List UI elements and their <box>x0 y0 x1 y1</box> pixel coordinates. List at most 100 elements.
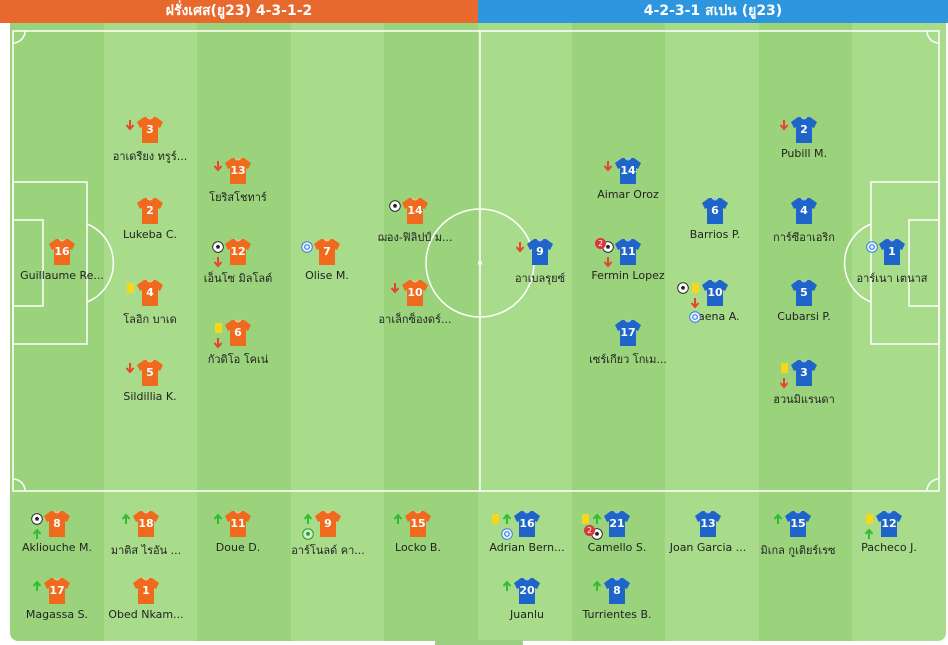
player-name: Pubill M. <box>780 147 828 160</box>
yellow-card-icon <box>124 282 136 294</box>
jersey-number: 17 <box>620 326 636 339</box>
jersey-number: 7 <box>323 245 331 258</box>
away-starter-player[interactable]: 6 Barrios P. <box>660 197 770 241</box>
home-substitute-player[interactable]: 8 Akliouche M. <box>2 510 112 554</box>
away-starter-player[interactable]: 17 เซร์เกียว โกเม... <box>573 319 683 368</box>
jersey-number: 6 <box>234 326 242 339</box>
sub-out-arrow-icon <box>778 377 790 389</box>
jersey-number: 15 <box>410 517 426 530</box>
player-name: Aimar Oroz <box>597 188 659 201</box>
away-starter-player[interactable]: 4 การ์ซีอาเอริก <box>749 197 859 246</box>
jersey-icon: 10 <box>702 279 728 307</box>
home-substitute-player[interactable]: 18 มาติส ไรอัน ... <box>91 510 201 559</box>
player-name: Barrios P. <box>689 228 741 241</box>
home-substitute-player[interactable]: 9 อาร์โนลด์ คา... <box>273 510 383 559</box>
player-name: โยริสโชทาร์ <box>209 191 267 204</box>
away-starter-player[interactable]: 1 อาร์เนา เตนาส <box>837 238 947 287</box>
home-starter-player[interactable]: 7 Olise M. <box>272 238 382 282</box>
sub-in-arrow-icon <box>31 580 43 592</box>
jersey-number: 6 <box>711 204 719 217</box>
jersey-number: 15 <box>790 517 806 530</box>
center-spot <box>478 261 482 265</box>
jersey-number: 21 <box>609 517 625 530</box>
jersey-number: 12 <box>881 517 897 530</box>
sub-in-arrow-icon <box>591 580 603 592</box>
sub-out-arrow-icon <box>602 256 614 268</box>
jersey-number: 9 <box>536 245 544 258</box>
away-substitute-player[interactable]: 16 Adrian Bern... <box>472 510 582 554</box>
jersey-number: 14 <box>620 164 636 177</box>
away-starter-player[interactable]: 10 Baena A. <box>660 279 770 323</box>
home-starter-player[interactable]: 4 โลอิก บาเด <box>95 279 205 328</box>
jersey-icon: 18 <box>133 510 159 538</box>
assist-icon <box>866 241 878 253</box>
player-name: เซร์เกียว โกเม... <box>589 353 667 366</box>
away-substitute-player[interactable]: 13 Joan Garcia ... <box>653 510 763 554</box>
player-name: มาติส ไรอัน ... <box>110 544 182 557</box>
away-goal-box <box>908 219 940 307</box>
jersey-number: 3 <box>146 123 154 136</box>
home-team-header: ฝรั่งเศส(ยู23) 4-3-1-2 <box>0 0 478 23</box>
away-starter-player[interactable]: 9 อาเบลรุยซ์ <box>485 238 595 287</box>
sub-in-arrow-icon <box>501 513 513 525</box>
home-starter-player[interactable]: 5 Sildillia K. <box>95 359 205 403</box>
sub-in-arrow-icon <box>31 528 43 540</box>
home-starter-player[interactable]: 16 Guillaume Re... <box>7 238 117 282</box>
assist-icon <box>301 241 313 253</box>
home-starter-player[interactable]: 13 โยริสโชทาร์ <box>183 157 293 206</box>
jersey-icon: 14 <box>402 197 428 225</box>
sub-in-arrow-icon <box>501 580 513 592</box>
jersey-number: 5 <box>146 366 154 379</box>
away-starter-player[interactable]: 11 Fermin Lopez <box>573 238 683 282</box>
jersey-icon: 15 <box>785 510 811 538</box>
away-starter-player[interactable]: 14 Aimar Oroz <box>573 157 683 201</box>
pitch <box>10 23 946 641</box>
home-starter-player[interactable]: 6 กัวดิโอ โคเน่ <box>183 319 293 368</box>
player-name: Magassa S. <box>25 608 89 621</box>
jersey-icon: 6 <box>702 197 728 225</box>
sub-in-arrow-icon <box>392 513 404 525</box>
away-starter-player[interactable]: 5 Cubarsi P. <box>749 279 859 323</box>
player-name: Juanlu <box>510 608 544 621</box>
jersey-number: 1 <box>888 245 896 258</box>
sub-out-arrow-icon <box>514 241 526 253</box>
jersey-icon: 2 <box>791 116 817 144</box>
jersey-icon: 3 <box>137 116 163 144</box>
jersey-number: 4 <box>800 204 808 217</box>
home-starter-player[interactable]: 12 เอ็นโซ มิลโลต์ <box>183 238 293 287</box>
away-substitute-player[interactable]: 20 Juanlu <box>472 577 582 621</box>
jersey-icon: 3 <box>791 359 817 387</box>
jersey-icon: 7 <box>314 238 340 266</box>
home-starter-player[interactable]: 3 อาเดรียง ทรูร์... <box>95 116 205 165</box>
away-substitute-player[interactable]: 15 มิเกล กูเติยร์เรซ <box>743 510 853 559</box>
away-substitute-player[interactable]: 12 Pacheco J. <box>834 510 944 554</box>
player-name: Locko B. <box>395 541 441 554</box>
home-starter-player[interactable]: 2 Lukeba C. <box>95 197 205 241</box>
jersey-icon: 12 <box>876 510 902 538</box>
home-starter-player[interactable]: 10 อาเล็กซ็องดร์... <box>360 279 470 328</box>
home-substitute-player[interactable]: 11 Doue D. <box>183 510 293 554</box>
soccer-ball-icon <box>389 200 401 212</box>
sub-out-arrow-icon <box>124 362 136 374</box>
home-substitute-player[interactable]: 15 Locko B. <box>363 510 473 554</box>
away-starter-player[interactable]: 3 ฮวนมิแรนดา <box>749 359 859 408</box>
jersey-icon: 9 <box>527 238 553 266</box>
pitch-stripe <box>852 23 946 641</box>
jersey-icon: 2 <box>137 197 163 225</box>
away-substitute-player[interactable]: 8 Turrientes B. <box>562 577 672 621</box>
jersey-icon: 17 <box>615 319 641 347</box>
jersey-icon: 11 <box>615 238 641 266</box>
away-starter-player[interactable]: 2 Pubill M. <box>749 116 859 160</box>
home-substitute-player[interactable]: 1 Obed Nkam... <box>91 577 201 621</box>
sub-out-arrow-icon <box>212 160 224 172</box>
away-substitute-player[interactable]: 21 Camello S. <box>562 510 672 554</box>
jersey-number: 2 <box>800 123 808 136</box>
sub-out-arrow-icon <box>602 160 614 172</box>
brace-count-badge: 2 <box>584 525 595 536</box>
corner-arc <box>12 478 26 492</box>
player-name: อาร์เนา เตนาส <box>856 272 928 285</box>
player-name: Olise M. <box>305 269 349 282</box>
home-substitute-player[interactable]: 17 Magassa S. <box>2 577 112 621</box>
assist-icon <box>689 311 701 323</box>
home-starter-player[interactable]: 14 ฌอง-ฟิลิปป์ ม... <box>360 197 470 246</box>
